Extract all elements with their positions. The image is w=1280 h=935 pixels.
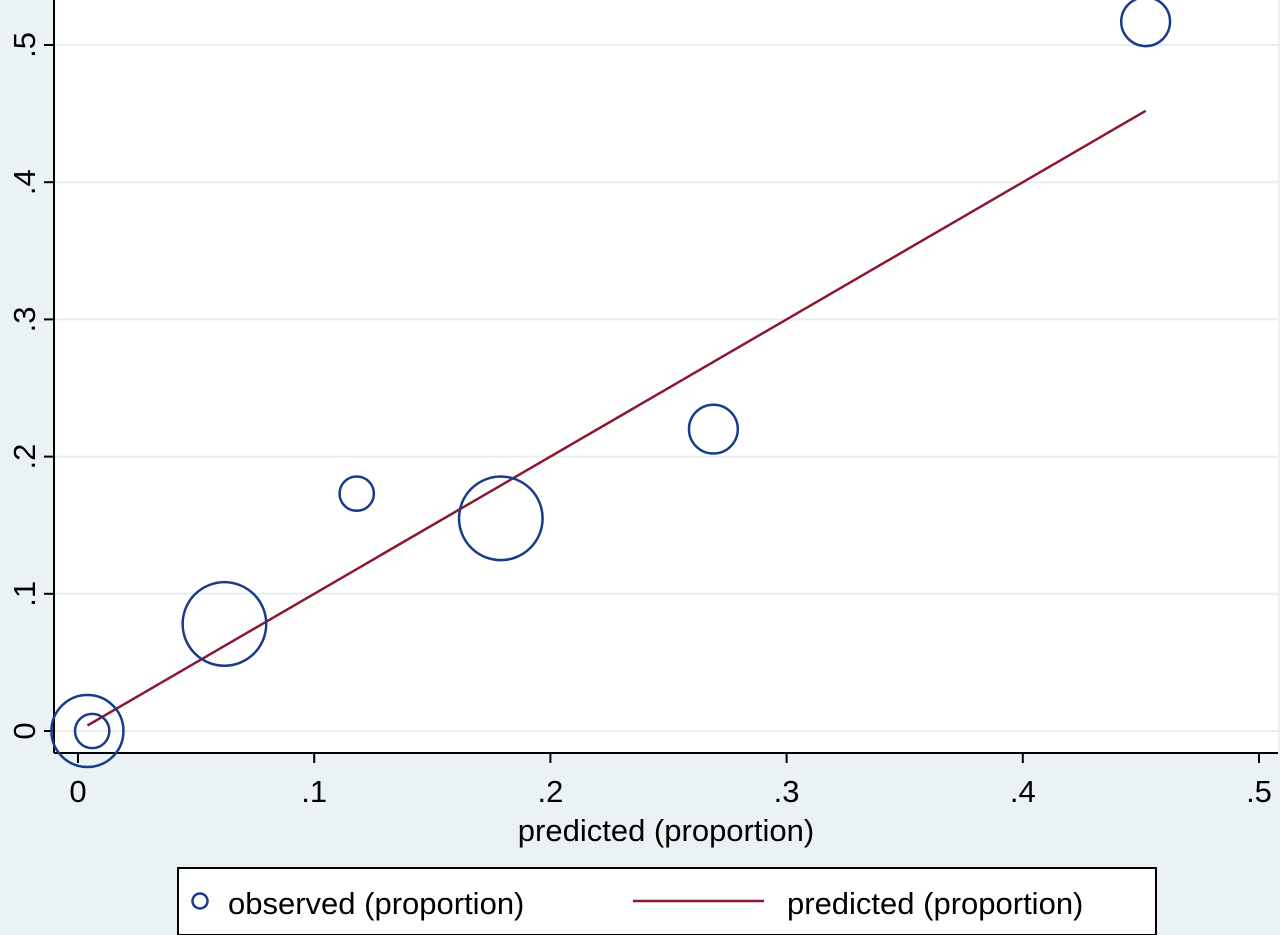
x-tick-label: .3	[774, 774, 800, 809]
legend-observed-marker	[191, 892, 209, 910]
legend: observed (proportion) predicted (proport…	[177, 867, 1157, 935]
observed-point	[1119, 0, 1172, 48]
observed-point	[73, 712, 111, 750]
observed-point	[181, 580, 268, 668]
observed-point	[50, 693, 125, 769]
y-tick-label: .2	[7, 444, 42, 470]
gridlines	[54, 44, 1278, 732]
legend-predicted-label: predicted (proportion)	[787, 886, 1083, 921]
predicted-line	[86, 109, 1147, 727]
x-tick-label: .5	[1246, 774, 1272, 809]
y-tick-label: .1	[7, 581, 42, 607]
observed-point	[457, 475, 544, 562]
x-tick-label: .4	[1010, 774, 1036, 809]
plot-area	[54, 0, 1278, 753]
y-tick-label: .4	[7, 169, 42, 195]
x-tick-label: .2	[537, 774, 563, 809]
x-tick-label: 0	[69, 774, 86, 809]
observed-point	[687, 403, 740, 455]
y-tick-label: 0	[7, 722, 42, 739]
legend-observed-label: observed (proportion)	[228, 886, 524, 921]
x-axis-title: predicted (proportion)	[518, 813, 814, 848]
data-series	[50, 0, 1172, 769]
axes: 0 .1 .2 .3 .4 .5 0 .1 .2 .3 .4 .5	[7, 0, 1278, 809]
y-tick-label: .5	[7, 32, 42, 58]
observed-point	[338, 475, 376, 513]
x-tick-label: .1	[301, 774, 327, 809]
y-tick-label: .3	[7, 306, 42, 332]
